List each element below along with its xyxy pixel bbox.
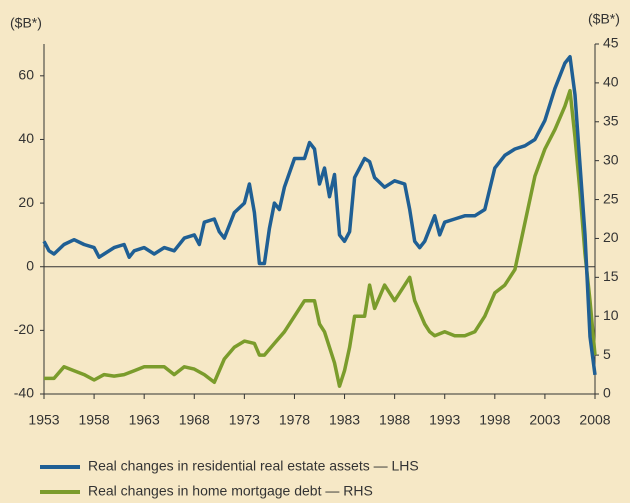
y2-tick-label: 5 bbox=[603, 346, 611, 362]
x-tick-label: 1968 bbox=[179, 412, 210, 428]
legend-label: Real changes in home mortgage debt — RHS bbox=[88, 483, 373, 499]
series-line bbox=[42, 54, 597, 376]
x-tick-label: 1958 bbox=[79, 412, 110, 428]
x-tick-label: 1988 bbox=[379, 412, 410, 428]
x-tick-label: 1953 bbox=[28, 412, 59, 428]
x-tick-label: 2003 bbox=[529, 412, 560, 428]
x-tick-label: 1963 bbox=[129, 412, 160, 428]
series-line bbox=[44, 88, 597, 388]
x-tick-label: 1998 bbox=[479, 412, 510, 428]
legend-label: Real changes in residential real estate … bbox=[88, 458, 419, 474]
y-tick-label: 40 bbox=[18, 130, 34, 146]
y2-tick-label: 20 bbox=[603, 229, 619, 245]
y-tick-label: 20 bbox=[18, 194, 34, 210]
y2-axis-label: ($B*) bbox=[588, 11, 620, 27]
y-tick-label: -20 bbox=[14, 321, 34, 337]
y2-tick-label: 10 bbox=[603, 307, 619, 323]
y-tick-label: -40 bbox=[14, 385, 34, 401]
y2-tick-label: 40 bbox=[603, 74, 619, 90]
y-tick-label: 60 bbox=[18, 67, 34, 83]
y2-tick-label: 25 bbox=[603, 190, 619, 206]
x-tick-label: 2008 bbox=[579, 412, 610, 428]
x-tick-label: 1983 bbox=[329, 412, 360, 428]
y2-tick-label: 35 bbox=[603, 112, 619, 128]
x-tick-label: 1978 bbox=[279, 412, 310, 428]
y-axis-label: ($B*) bbox=[10, 15, 42, 31]
y-tick-label: 0 bbox=[26, 257, 34, 273]
y2-tick-label: 15 bbox=[603, 268, 619, 284]
x-tick-label: 1973 bbox=[229, 412, 260, 428]
y2-tick-label: 45 bbox=[603, 35, 619, 51]
y2-tick-label: 30 bbox=[603, 151, 619, 167]
y2-tick-label: 0 bbox=[603, 385, 611, 401]
x-tick-label: 1993 bbox=[429, 412, 460, 428]
